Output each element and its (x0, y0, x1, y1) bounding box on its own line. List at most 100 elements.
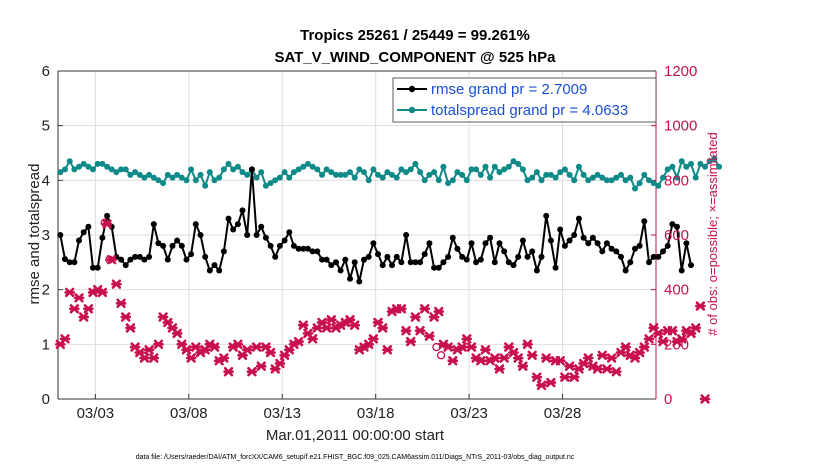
rmse-point (487, 234, 494, 241)
totalspread-point (146, 171, 153, 178)
obs-assimilated-marker (368, 334, 379, 344)
obs-assimilated-marker (349, 320, 360, 330)
totalspread-point (454, 169, 461, 176)
totalspread-point (262, 182, 269, 189)
totalspread-point (515, 160, 522, 167)
totalspread-point (585, 177, 592, 184)
rmse-point (529, 248, 536, 255)
rmse-point (683, 240, 690, 247)
rmse-point (407, 259, 414, 266)
obs-assimilated-marker (522, 339, 533, 350)
obs-possible-marker (432, 342, 441, 352)
totalspread-point (370, 166, 377, 173)
obs-assimilated-marker (115, 298, 127, 309)
rmse-point (655, 253, 662, 260)
obs-assimilated-marker (424, 331, 435, 341)
totalspread-point (183, 177, 190, 184)
rmse-point (468, 240, 475, 247)
x-tick-label: 03/08 (170, 405, 208, 422)
obs-assimilated-marker (400, 325, 412, 336)
totalspread-point (575, 163, 582, 170)
totalspread-point (304, 160, 311, 167)
obs-assimilated-marker (64, 287, 75, 298)
rmse-point (319, 256, 325, 263)
totalspread-point (290, 169, 297, 176)
totalspread-point (178, 174, 185, 181)
y-axis-label-left: rmse and totalspread (26, 164, 43, 305)
rmse-point (146, 253, 153, 260)
totalspread-point (295, 166, 302, 173)
rmse-point (99, 234, 106, 241)
totalspread-point (421, 177, 428, 184)
obs-assimilated-marker (610, 366, 622, 377)
totalspread-point (272, 177, 279, 184)
obs-assimilated-marker (601, 364, 613, 374)
totalspread-point (351, 174, 358, 181)
y-axis-label-right: # of obs: o=possible; ×=assimilated (705, 132, 720, 335)
chart-title-line2: SAT_V_WIND_COMPONENT @ 525 hPa (274, 49, 556, 66)
obs-assimilated-marker (185, 353, 197, 363)
rmse-point (300, 245, 307, 252)
rmse-point (304, 245, 311, 252)
x-tick-label: 03/18 (357, 405, 395, 422)
totalspread-point (641, 171, 648, 178)
rmse-point (206, 267, 213, 274)
rmse-point (127, 256, 134, 263)
rmse-point (244, 232, 251, 238)
obs-assimilated-marker (498, 353, 510, 363)
obs-assimilated-marker (307, 334, 318, 344)
totalspread-point (702, 163, 709, 170)
totalspread-point (688, 160, 694, 167)
x-tick-label: 03/28 (544, 405, 582, 422)
obs-assimilated-marker (536, 380, 547, 391)
obs-assimilated-marker (143, 345, 155, 355)
legend-marker-spread (408, 106, 416, 114)
totalspread-point (94, 160, 101, 167)
totalspread-point (435, 177, 442, 184)
rmse-point (412, 259, 419, 266)
obs-assimilated-marker (232, 339, 244, 350)
x-tick-label: 03/13 (263, 405, 301, 422)
data-series (55, 155, 723, 404)
rmse-point (660, 248, 666, 255)
totalspread-point (407, 166, 414, 173)
rmse-point (459, 253, 466, 260)
totalspread-point (491, 163, 498, 170)
rmse-point (454, 245, 461, 252)
y-tick-label-right: 600 (664, 227, 689, 244)
rmse-point (80, 229, 87, 236)
rmse-point (669, 221, 676, 228)
rmse-point (538, 253, 545, 260)
totalspread-point (580, 171, 587, 178)
y-tick-label-left: 5 (42, 118, 50, 135)
totalspread-point (267, 180, 274, 187)
rmse-point (178, 242, 185, 249)
rmse-point (253, 232, 260, 238)
totalspread-point (543, 171, 550, 178)
rmse-point (337, 267, 344, 274)
totalspread-point (174, 171, 181, 178)
totalspread-point (104, 163, 111, 170)
totalspread-point (384, 169, 391, 176)
rmse-point (258, 223, 265, 230)
rmse-point (627, 259, 634, 266)
rmse-point (421, 251, 428, 258)
obs-assimilated-marker (545, 377, 557, 388)
rmse-point (225, 215, 232, 222)
obs-assimilated-marker (690, 323, 702, 333)
totalspread-point (141, 174, 148, 181)
totalspread-point (118, 166, 125, 173)
rmse-point (618, 253, 624, 260)
obs-assimilated-marker (568, 372, 580, 382)
rmse-point (314, 248, 321, 255)
totalspread-point (505, 163, 512, 170)
rmse-point (290, 242, 297, 249)
rmse-point (426, 240, 433, 247)
rmse-point (183, 256, 190, 263)
obs-assimilated-marker (148, 353, 160, 363)
obs-assimilated-marker (592, 364, 603, 374)
obs-assimilated-marker (125, 323, 136, 333)
rmse-point (384, 253, 391, 260)
totalspread-point (655, 182, 662, 189)
totalspread-point (150, 174, 157, 181)
